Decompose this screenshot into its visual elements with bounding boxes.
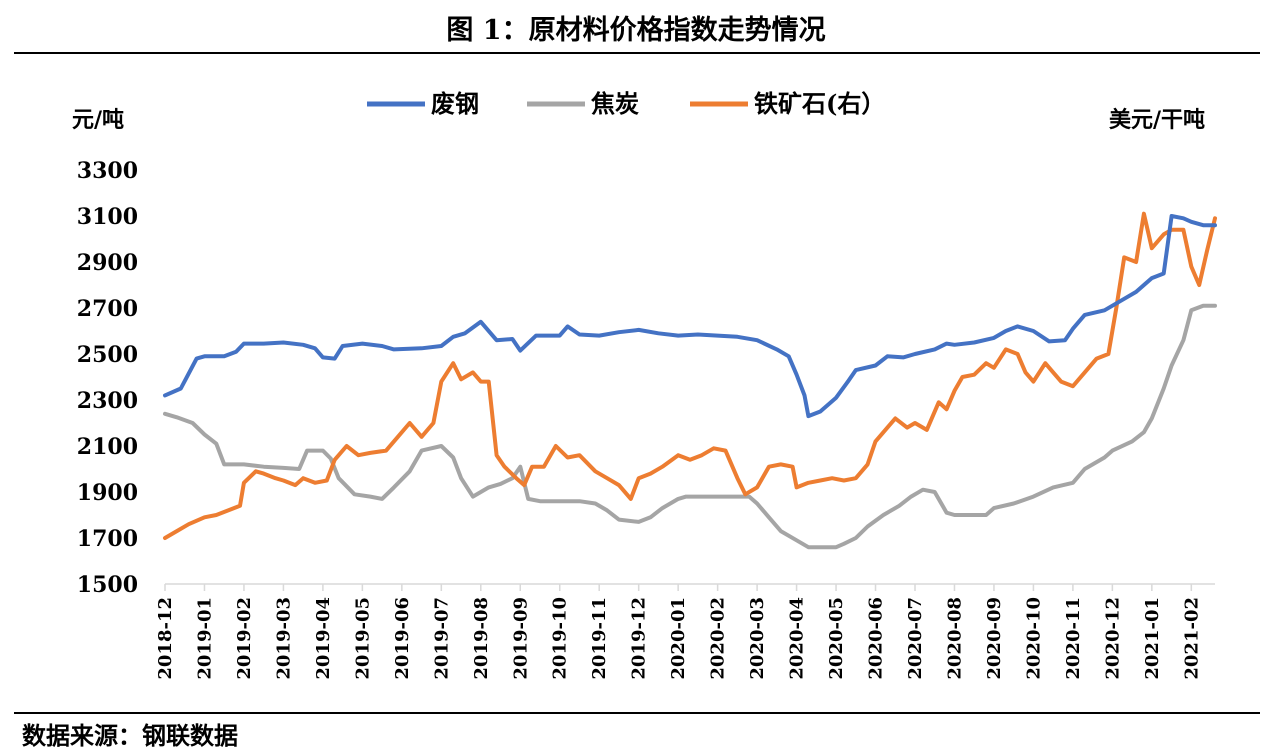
y-axis-left-label: 元/吨 [72, 107, 124, 133]
y-axis-ticks: 1500 1700 1900 2100 2300 2500 2700 2900 3100 3300 [77, 158, 138, 598]
y-tick-label: 1500 [77, 572, 138, 598]
legend-label: 铁矿石(右） [754, 89, 885, 118]
x-tick-label: 2020-07 [905, 597, 926, 680]
x-tick-label: 2019-09 [510, 597, 531, 680]
y-tick-label: 2500 [77, 342, 138, 368]
series-line-2 [163, 211, 1217, 540]
x-tick-label: 2020-10 [1023, 597, 1044, 680]
x-tick-label: 2019-08 [471, 597, 492, 680]
x-tick-label: 2019-05 [352, 597, 373, 680]
y-tick-label: 2700 [77, 296, 138, 322]
y-tick-label: 2300 [77, 388, 138, 414]
x-tick-label: 2019-10 [550, 597, 571, 680]
y-tick-label: 2100 [77, 434, 138, 460]
x-tick-label: 2019-12 [629, 597, 650, 680]
x-tick-label: 2020-02 [708, 597, 729, 680]
y-tick-label: 1900 [77, 480, 138, 506]
x-tick-label: 2019-03 [273, 597, 294, 680]
y-tick-label: 1700 [77, 526, 138, 552]
x-tick-label: 2020-06 [866, 597, 887, 680]
series-line-1 [163, 303, 1217, 550]
x-tick-label: 2020-03 [747, 597, 768, 680]
x-axis: 2018-12 2019-01 2019-02 2019-03 2019-04 2019-… [155, 583, 1215, 680]
x-tick-label: 2019-04 [313, 597, 334, 680]
x-tick-label: 2020-01 [668, 597, 689, 680]
y-tick-label: 3100 [77, 204, 138, 230]
x-tick-label: 2020-12 [1102, 597, 1123, 680]
chart-title: 图 1：原材料价格指数走势情况 [446, 15, 826, 46]
y-tick-label: 3300 [77, 158, 138, 184]
line-chart: 废钢 焦炭 铁矿石(右） 元/吨 美元/干吨 1500 1700 1900 2100 230… [72, 89, 1217, 680]
x-tick-label: 2019-06 [392, 597, 413, 680]
x-tick-label: 2020-09 [984, 597, 1005, 680]
x-tick-label: 2020-08 [944, 597, 965, 680]
legend-label: 焦炭 [591, 89, 639, 118]
legend: 废钢 焦炭 铁矿石(右） [367, 89, 885, 118]
data-source: 数据来源：钢联数据 [22, 721, 238, 750]
x-tick-label: 2020-05 [826, 597, 847, 680]
x-tick-label: 2018-12 [155, 597, 176, 680]
x-tick-label: 2020-11 [1063, 597, 1084, 680]
x-tick-label: 2021-01 [1142, 597, 1163, 680]
x-tick-label: 2020-04 [787, 597, 808, 680]
legend-label: 废钢 [431, 89, 479, 118]
y-axis-right-label: 美元/干吨 [1109, 107, 1205, 133]
x-tick-label: 2019-01 [194, 597, 215, 680]
series-lines [163, 211, 1217, 550]
x-tick-label: 2019-02 [234, 597, 255, 680]
source-divider [14, 712, 1260, 714]
series-line-0 [163, 214, 1217, 419]
x-tick-label: 2019-11 [589, 597, 610, 680]
x-tick-label: 2021-02 [1181, 597, 1202, 680]
y-tick-label: 2900 [77, 250, 138, 276]
title-divider [14, 52, 1260, 54]
x-tick-label: 2019-07 [431, 597, 452, 680]
